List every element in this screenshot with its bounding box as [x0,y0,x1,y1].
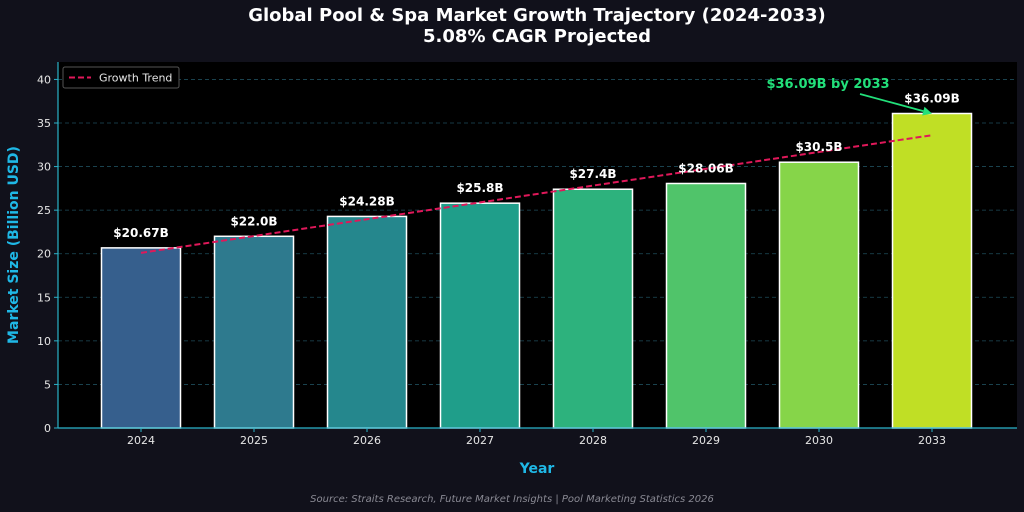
trend-layer [140,134,933,254]
bar-value-label: $27.4B [569,167,616,181]
y-tick-label: 30 [37,161,51,174]
chart-subtitle: 5.08% CAGR Projected [423,26,651,47]
y-tick-label: 40 [37,73,51,86]
legend-trend-label: Growth Trend [99,72,172,85]
y-tick-label: 0 [44,422,51,435]
x-tick-label: 2027 [466,434,494,447]
bar-value-label: $25.8B [456,181,503,195]
legend: Growth Trend [62,66,180,89]
y-axis-label: Market Size (Billion USD) [6,146,22,344]
bar [778,161,860,429]
bar-value-label: $22.0B [230,214,277,228]
bar [665,182,747,429]
bar [439,202,521,429]
data-labels: $20.67B $22.0B $24.28B $25.8B $27.4B $28.06B $… [113,92,959,240]
bar-value-label: $36.09B [904,92,959,106]
y-tick-label: 25 [37,204,51,217]
x-tick-label: 2033 [918,434,946,447]
legend-box [62,66,180,89]
x-axis-label: Year [519,461,555,477]
x-tick-label: 2025 [240,434,268,447]
bar [552,188,634,429]
bar [326,215,408,429]
x-tick-label: 2026 [353,434,381,447]
bar-value-label: $24.28B [339,194,394,208]
annotation-text: $36.09B by 2033 [766,77,889,92]
bar-value-label: $20.67B [113,226,168,240]
annotation-arrow-head [922,106,932,116]
y-tick-label: 5 [44,378,51,391]
trend-line [140,134,933,254]
x-tick-label: 2024 [127,434,155,447]
x-tick-label: 2029 [692,434,720,447]
y-tick-label: 10 [37,335,51,348]
bar [100,247,182,429]
bar-value-label: $30.5B [795,140,842,154]
bar-value-label: $28.06B [678,161,733,175]
bar [891,112,973,429]
x-tick-label: 2030 [805,434,833,447]
annotation-arrow-line [859,93,924,113]
bar [213,235,295,429]
y-tick-label: 15 [37,291,51,304]
annotation: $36.09B by 2033 [766,77,932,116]
plot-area [58,62,1017,428]
source-note: Source: Straits Research, Future Market … [310,494,714,505]
bars [100,112,973,429]
y-tick-label: 20 [37,248,51,261]
y-tick-label: 35 [37,117,51,130]
x-tick-label: 2028 [579,434,607,447]
chart-title: Global Pool & Spa Market Growth Trajecto… [248,5,826,26]
